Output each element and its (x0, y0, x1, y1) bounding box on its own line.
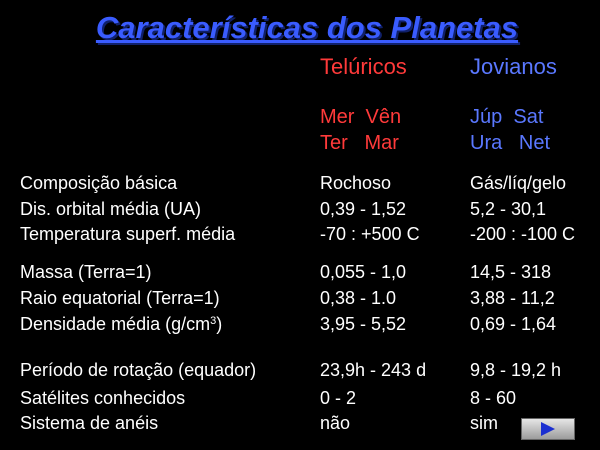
arrow-icon[interactable] (541, 422, 555, 436)
row-label: Raio equatorial (Terra=1) (20, 288, 220, 308)
planet-names: Ter Mar (320, 132, 399, 154)
row-label: Densidade média (g/cm3) (20, 315, 222, 333)
cell-value: 0,38 - 1.0 (320, 288, 397, 308)
planet-names: Júp Sat (470, 106, 544, 128)
label-text: Densidade média (g/cm (20, 314, 211, 334)
cell-value: 0,39 - 1,52 (320, 199, 407, 219)
row-label: Temperatura superf. média (20, 224, 236, 244)
cell-value: 23,9h - 243 d (320, 360, 427, 380)
row-label: Sistema de anéis (20, 413, 159, 433)
slide-title: Características dos Planetas (95, 10, 519, 45)
row-label: Dis. orbital média (UA) (20, 199, 202, 219)
cell-value: não (320, 413, 351, 433)
cell-value: 0 - 2 (320, 388, 357, 408)
cell-value: 3,88 - 11,2 (470, 288, 555, 308)
cell-value: -200 : -100 C (470, 224, 576, 244)
cell-value: Rochoso (320, 173, 392, 193)
planet-names: Ura Net (470, 132, 551, 154)
column-header: Jovianos (470, 54, 557, 79)
cell-value: Gás/líq/gelo (470, 173, 567, 193)
cell-value: 14,5 - 318 (470, 262, 552, 282)
cell-value: -70 : +500 C (320, 224, 420, 244)
row-label: Massa (Terra=1) (20, 262, 152, 282)
row-label: Composição básica (20, 173, 178, 193)
row-label: Satélites conhecidos (20, 388, 186, 408)
cell-value: 3,95 - 5,52 (320, 314, 407, 334)
column-header: Telúricos (320, 54, 407, 79)
cell-value: 0,055 - 1,0 (320, 262, 407, 282)
cell-value: 9,8 - 19,2 h (470, 360, 562, 380)
next-slide-button[interactable] (521, 418, 575, 440)
cell-value: 5,2 - 30,1 (470, 199, 547, 219)
cell-value: 8 - 60 (470, 388, 517, 408)
superscript: 3 (210, 315, 217, 327)
cell-value: sim (470, 413, 498, 433)
cell-value: 0,69 - 1,64 (470, 314, 557, 334)
planet-names: Mer Vên (320, 106, 402, 128)
row-label: Período de rotação (equador) (20, 360, 257, 380)
label-text: ) (216, 314, 223, 334)
